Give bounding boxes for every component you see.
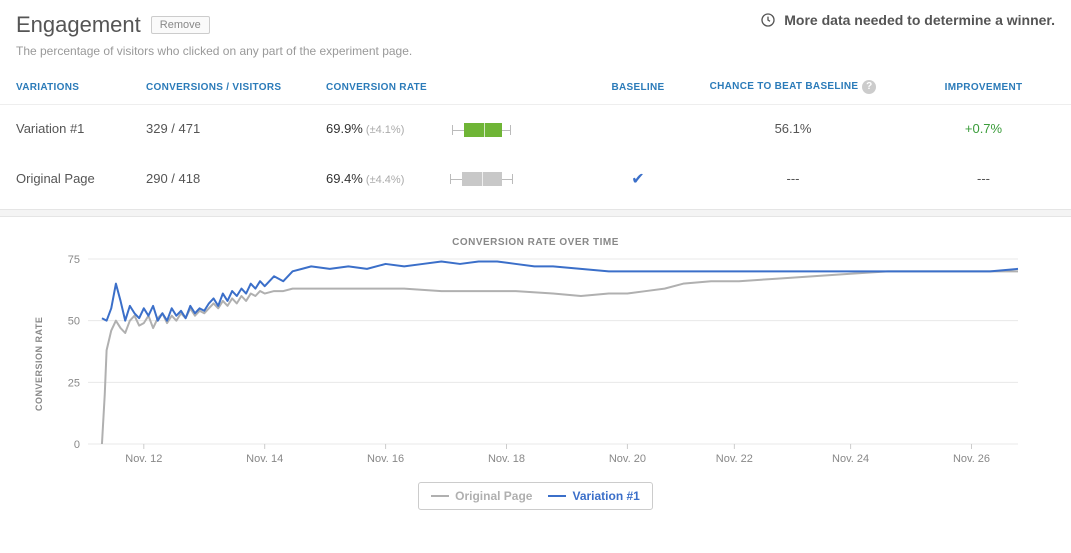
svg-text:Nov. 14: Nov. 14 [246, 453, 283, 465]
table-row: Variation #1329 / 47169.9% (±4.1%) 56.1%+… [0, 105, 1071, 153]
svg-text:Nov. 18: Nov. 18 [488, 453, 525, 465]
variation-name: Original Page [0, 153, 130, 209]
chart-ylabel: CONVERSION RATE [30, 254, 48, 474]
svg-text:25: 25 [68, 377, 80, 389]
conv-visitors: 290 / 418 [130, 153, 310, 209]
legend-item[interactable]: Original Page [431, 489, 532, 503]
ci-bar [444, 172, 514, 186]
baseline-cell: ✔ [580, 153, 690, 209]
chance-cell: --- [690, 153, 890, 209]
col-variations[interactable]: VARIATIONS [0, 66, 130, 105]
status-text: More data needed to determine a winner. [784, 12, 1055, 28]
svg-text:Nov. 12: Nov. 12 [125, 453, 162, 465]
conv-rate-cell: 69.9% (±4.1%) [310, 105, 580, 153]
baseline-cell [580, 105, 690, 153]
svg-text:50: 50 [68, 315, 80, 327]
variation-name: Variation #1 [0, 105, 130, 153]
line-chart: 0 25 50 75 Nov. 12 Nov. 14 Nov. 16 Nov. 18 Nov. … [48, 254, 1028, 474]
col-conv-rate[interactable]: CONVERSION RATE [310, 66, 580, 105]
legend-swatch [431, 495, 449, 497]
improvement-cell: +0.7% [890, 105, 1071, 153]
table-row: Original Page290 / 41869.4% (±4.4%) ✔ ----… [0, 153, 1071, 209]
chart-title: CONVERSION RATE OVER TIME [30, 237, 1041, 248]
page-subtitle: The percentage of visitors who clicked o… [16, 44, 412, 58]
svg-text:75: 75 [68, 254, 80, 266]
checkmark-icon: ✔ [631, 171, 644, 188]
svg-text:Nov. 22: Nov. 22 [716, 453, 753, 465]
legend-item[interactable]: Variation #1 [548, 489, 639, 503]
svg-text:Nov. 26: Nov. 26 [953, 453, 990, 465]
improvement-cell: --- [890, 153, 1071, 209]
conv-visitors: 329 / 471 [130, 105, 310, 153]
results-table: VARIATIONS CONVERSIONS / VISITORS CONVER… [0, 66, 1071, 209]
help-icon[interactable]: ? [862, 80, 876, 94]
col-baseline[interactable]: BASELINE [580, 66, 690, 105]
chart-legend: Original Page Variation #1 [418, 482, 653, 510]
svg-text:Nov. 24: Nov. 24 [832, 453, 869, 465]
ci-bar [444, 123, 514, 137]
clock-icon [760, 12, 776, 28]
section-divider [0, 209, 1071, 217]
col-improvement[interactable]: IMPROVEMENT [890, 66, 1071, 105]
legend-swatch [548, 495, 566, 497]
chance-cell: 56.1% [690, 105, 890, 153]
svg-text:Nov. 20: Nov. 20 [609, 453, 646, 465]
legend-label: Variation #1 [572, 489, 639, 503]
status-message: More data needed to determine a winner. [760, 12, 1055, 28]
remove-button[interactable]: Remove [151, 16, 210, 34]
svg-text:Nov. 16: Nov. 16 [367, 453, 404, 465]
svg-text:0: 0 [74, 439, 80, 451]
conv-rate-cell: 69.4% (±4.4%) [310, 153, 580, 209]
legend-label: Original Page [455, 489, 532, 503]
page-title: Engagement [16, 12, 141, 38]
col-conv-visitors[interactable]: CONVERSIONS / VISITORS [130, 66, 310, 105]
col-chance[interactable]: CHANCE TO BEAT BASELINE? [690, 66, 890, 105]
